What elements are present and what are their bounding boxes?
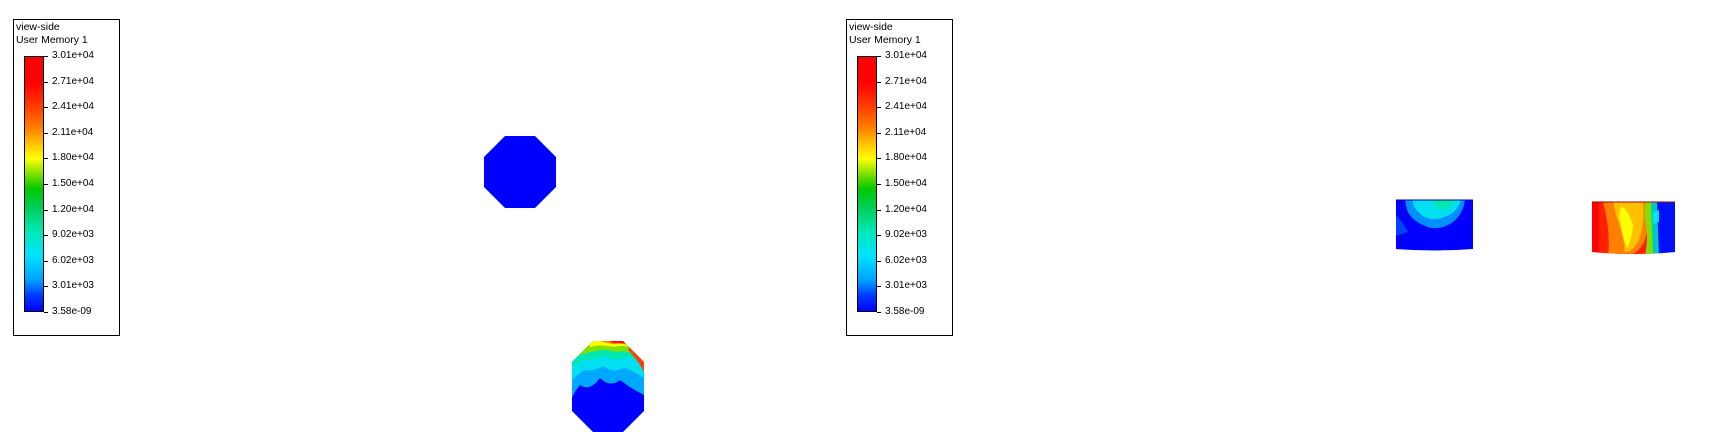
legend-tick (877, 56, 881, 57)
legend-tick-label: 2.71e+04 (52, 75, 94, 87)
legend-tick (44, 235, 48, 237)
legend-tick-label: 1.80e+04 (885, 152, 927, 164)
viewport-left: view-side User Memory 1 3.01e+04 2.71e+04… (13, 19, 644, 432)
legend-tick (44, 312, 48, 313)
legend-tick (44, 286, 48, 288)
legend-tick-label: 3.58e-09 (885, 306, 925, 317)
legend-tick-label: 3.58e-09 (52, 306, 92, 317)
colorbar (24, 56, 44, 312)
legend-tick-label: 1.80e+04 (52, 152, 94, 164)
legend-tick-label: 3.01e+03 (885, 280, 927, 292)
viewport-right: view-side User Memory 1 3.01e+04 2.71e+04… (833, 0, 1698, 432)
legend-tick (44, 107, 48, 109)
colorbar (857, 56, 877, 312)
legend-title-variable: User Memory 1 (849, 34, 921, 46)
legend-tick-label: 3.01e+03 (52, 280, 94, 292)
side-view-block-2 (1592, 201, 1675, 254)
legend-tick-label: 6.02e+03 (885, 254, 927, 266)
legend-tick-label: 3.01e+04 (885, 50, 927, 61)
legend-tick-label: 2.11e+04 (52, 126, 94, 138)
legend-title-variable: User Memory 1 (16, 34, 88, 46)
legend-tick-label: 1.20e+04 (885, 203, 927, 215)
legend-title-view: view-side (16, 21, 60, 33)
color-legend: view-side User Memory 1 3.01e+04 2.71e+04… (846, 19, 953, 336)
contour-plot-left (484, 136, 644, 432)
legend-tick-label: 9.02e+03 (885, 229, 927, 241)
legend-tick-label: 1.20e+04 (52, 203, 94, 215)
legend-tick (44, 260, 48, 262)
legend-tick-label: 3.01e+04 (52, 50, 94, 61)
octagon-bottom-section (572, 341, 644, 432)
legend-tick-label: 6.02e+03 (52, 254, 94, 266)
legend-tick (44, 158, 48, 160)
legend-tick (877, 286, 881, 288)
legend-tick (877, 260, 881, 262)
legend-tick-label: 1.50e+04 (885, 178, 927, 189)
legend-tick (877, 81, 881, 83)
legend-tick (44, 209, 48, 211)
legend-tick (877, 107, 881, 109)
legend-tick (877, 209, 881, 211)
legend-tick-label: 2.41e+04 (885, 101, 927, 113)
legend-tick (877, 158, 881, 160)
color-legend: view-side User Memory 1 3.01e+04 2.71e+04… (13, 19, 120, 336)
contour-plot-right (1396, 199, 1675, 254)
legend-tick (44, 132, 48, 134)
side-view-block-1 (1396, 199, 1473, 251)
legend-tick-label: 2.71e+04 (885, 75, 927, 87)
legend-tick (877, 132, 881, 134)
legend-tick-label: 2.11e+04 (885, 126, 927, 138)
legend-tick (877, 184, 881, 185)
octagon-top-section (484, 136, 556, 208)
legend-tick (877, 312, 881, 313)
legend-tick (44, 56, 48, 57)
legend-tick-label: 2.41e+04 (52, 101, 94, 113)
legend-tick (44, 81, 48, 83)
legend-tick (44, 184, 48, 185)
legend-tick-label: 1.50e+04 (52, 178, 94, 189)
legend-tick-label: 9.02e+03 (52, 229, 94, 241)
legend-title-view: view-side (849, 21, 893, 33)
legend-tick (877, 235, 881, 237)
